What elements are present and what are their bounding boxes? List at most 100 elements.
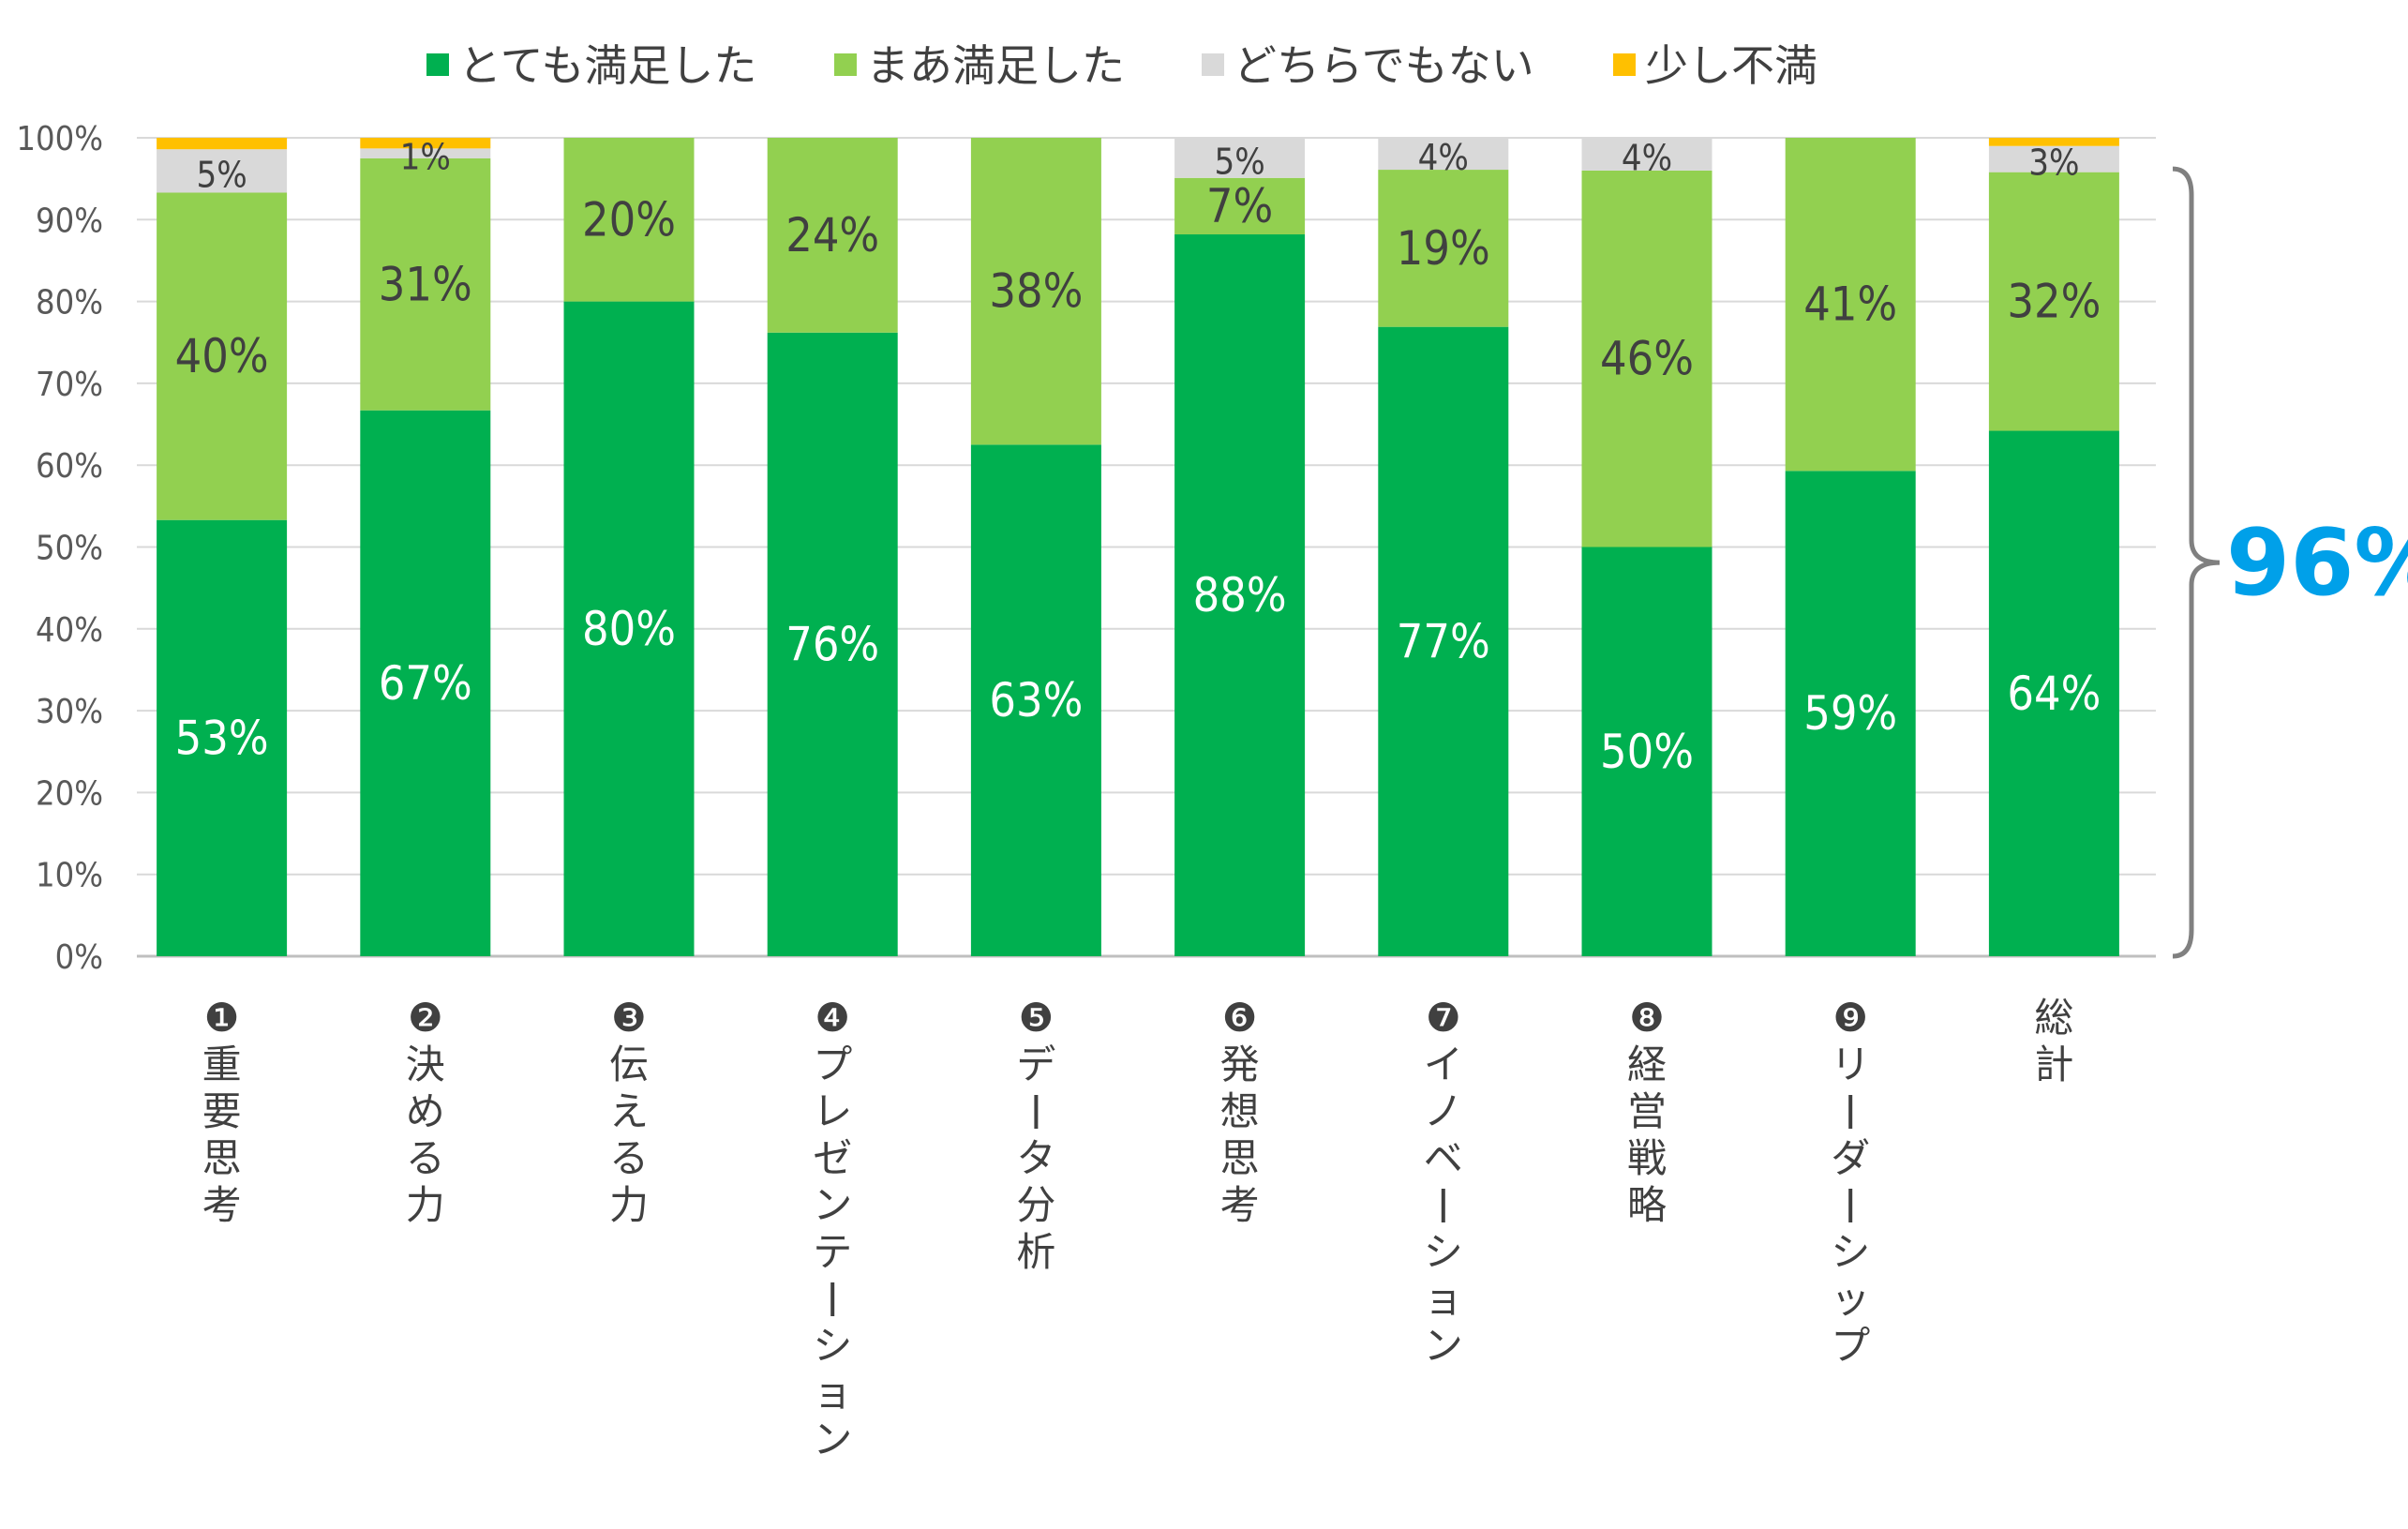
bar-segment: [1785, 138, 1916, 472]
category-char: 経: [1627, 1042, 1667, 1087]
category-label: 総計: [2034, 995, 2073, 1087]
category-char: 想: [1220, 1088, 1260, 1134]
bar-segment: [157, 149, 288, 193]
data-label: 41%: [1803, 277, 1897, 332]
category-char: ❾: [1832, 995, 1868, 1041]
y-tick-label: 40%: [36, 611, 103, 650]
legend-swatch: [834, 53, 857, 76]
data-label: 5%: [1214, 141, 1264, 182]
legend-swatch: [426, 53, 449, 76]
y-tick-label: 60%: [36, 447, 103, 486]
legend-label: とても満足した: [458, 40, 756, 91]
legend-swatch: [1202, 53, 1224, 76]
category-char: 考: [1220, 1182, 1260, 1228]
category-char: シ: [1831, 1229, 1870, 1275]
category-char: 略: [1627, 1182, 1667, 1228]
bar-segment: [157, 192, 288, 520]
category-char: る: [609, 1135, 649, 1181]
data-label: 63%: [989, 673, 1083, 727]
bar-segment: [1988, 145, 2119, 172]
bar-segment: [767, 138, 898, 333]
bar-segment: [157, 519, 288, 956]
data-label: 24%: [785, 208, 879, 262]
y-tick-label: 30%: [36, 693, 103, 731]
y-tick-label: 50%: [36, 530, 103, 568]
category-char: ノ: [1424, 1088, 1463, 1134]
category-char: る: [406, 1135, 445, 1181]
bar-segment: [1378, 326, 1509, 957]
category-char: 思: [1220, 1135, 1260, 1181]
bar-segment: [1378, 138, 1509, 171]
bar-segment: [1988, 138, 2119, 146]
bar-segment: [157, 138, 288, 150]
y-tick-label: 10%: [36, 857, 103, 895]
bars: [157, 138, 2119, 957]
y-axis-ticks: 0% 10% 20% 30% 40% 50% 60% 70% 80% 90% 100%: [16, 120, 103, 977]
category-char: ベ: [1424, 1135, 1463, 1181]
bar-segment: [970, 138, 1101, 445]
data-label: 53%: [175, 711, 269, 765]
category-char: リ: [1831, 1042, 1870, 1087]
data-labels: 53%40%5%67%31%1%80%20%76%24%63%38%88%7%5…: [175, 137, 2101, 779]
data-label: 32%: [2007, 275, 2101, 329]
bar-segment: [360, 138, 491, 149]
category-char: 析: [1016, 1229, 1055, 1275]
data-label: 76%: [785, 617, 879, 671]
category-char: ❺: [1019, 995, 1054, 1041]
category-char: ン: [813, 1417, 852, 1462]
category-char: 営: [1627, 1088, 1667, 1134]
category-char: 力: [406, 1182, 445, 1228]
data-label: 7%: [1206, 179, 1273, 233]
brace: [2172, 166, 2221, 959]
category-char: ン: [1424, 1323, 1463, 1369]
legend-label: まあ満足した: [866, 40, 1125, 91]
category-char: 計: [2034, 1042, 2073, 1087]
legend: とても満足した まあ満足した どちらでもない 少し不満: [426, 40, 1817, 91]
bar-segment: [1988, 430, 2119, 956]
data-label: 59%: [1803, 686, 1897, 741]
data-label: 67%: [379, 656, 472, 711]
data-label: 3%: [2028, 142, 2079, 184]
category-char: ❸: [611, 995, 647, 1041]
y-tick-label: 100%: [16, 120, 103, 158]
legend-item: どちらでもない: [1202, 40, 1534, 91]
y-tick-label: 0%: [55, 938, 103, 977]
category-char: め: [406, 1088, 445, 1134]
y-tick-label: 70%: [36, 366, 103, 404]
data-label: 19%: [1397, 221, 1490, 276]
legend-item: とても満足した: [426, 40, 756, 91]
category-char: 重: [202, 1042, 242, 1087]
category-char: ダ: [1831, 1135, 1870, 1181]
y-tick-label: 20%: [36, 774, 103, 813]
bar-segment: [767, 332, 898, 956]
y-tick-label: 80%: [36, 284, 103, 322]
data-label: 50%: [1600, 725, 1694, 779]
legend-item: まあ満足した: [834, 40, 1125, 91]
category-char: ン: [813, 1182, 852, 1228]
category-char: ❹: [815, 995, 850, 1041]
bar-segment: [1174, 234, 1306, 956]
category-char: プ: [1831, 1323, 1870, 1369]
category-char: プ: [813, 1042, 852, 1087]
data-label: 5%: [196, 154, 247, 195]
bar-segment: [1378, 170, 1509, 327]
total-annotation: 96%: [2172, 166, 2408, 959]
bar-segment: [1785, 471, 1916, 956]
bar-segment: [970, 444, 1101, 956]
category-char: 発: [1220, 1042, 1260, 1087]
total-satisfaction-label: 96%: [2226, 510, 2408, 617]
data-label: 88%: [1193, 568, 1287, 622]
category-char: 考: [202, 1182, 242, 1228]
category-char: テ: [813, 1229, 852, 1275]
y-tick-label: 90%: [36, 202, 103, 240]
bar-segment: [563, 301, 695, 957]
category-char: ❷: [408, 995, 443, 1041]
bar-segment: [1581, 547, 1713, 956]
